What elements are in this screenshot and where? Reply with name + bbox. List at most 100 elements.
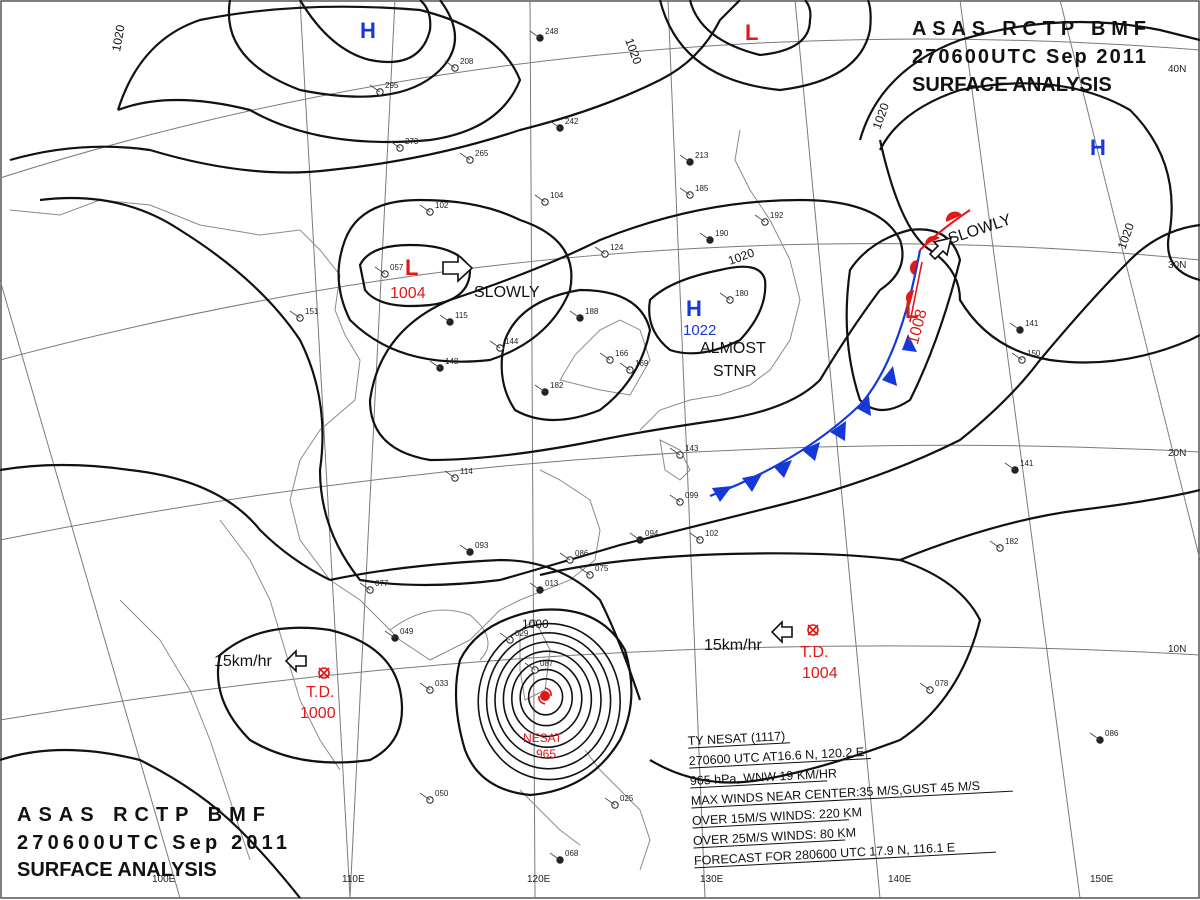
typhoon-info-line: OVER 15M/S WINDS: 220 KM	[692, 805, 863, 828]
station-value: 114	[460, 467, 473, 476]
station-value: 077	[375, 579, 389, 588]
lat-label: 20N	[1168, 448, 1186, 459]
station-plot-icon: 093	[459, 541, 489, 556]
station-value: 141	[1020, 459, 1034, 468]
motion-arrow-icon	[442, 253, 474, 283]
typhoon-ring	[477, 622, 622, 781]
station-plot-icon: 213	[679, 151, 709, 166]
station-value: 094	[645, 529, 659, 538]
station-value: 025	[620, 794, 634, 803]
typhoon-pressure: 965	[536, 747, 556, 761]
station-plot-icon: 141	[1004, 459, 1034, 474]
header-line: SURFACE ANALYSIS	[17, 859, 217, 881]
header-line: 270600UTC Sep 2011	[17, 832, 287, 854]
station-plot-icon: 143	[669, 444, 699, 459]
motion-label: SLOWLY	[474, 284, 540, 301]
station-plot-icon: 094	[629, 529, 659, 544]
lon-label: 110E	[342, 874, 365, 885]
station-plot-icon: 265	[459, 149, 489, 164]
header-top: ASAS RCTP BMF 270600UTC Sep 2011 SURFACE…	[912, 18, 1146, 96]
lon-label: 100E	[152, 874, 176, 885]
low-pressure-icon: L	[405, 255, 418, 280]
td-label: T.D.	[306, 684, 334, 701]
typhoon-symbol-icon	[538, 687, 552, 705]
station-plot-icon: 148	[429, 357, 459, 372]
station-plot-icon: 169	[619, 359, 649, 374]
station-plot-icon: 180	[719, 289, 749, 304]
station-plot-icon: 029	[499, 629, 529, 644]
station-value: 050	[435, 789, 449, 798]
station-value: 057	[390, 263, 404, 272]
lon-label: 140E	[888, 874, 912, 885]
typhoon-info-line: 270600 UTC AT16.6 N, 120.2 E	[688, 745, 864, 768]
station-plot-icon: 033	[419, 679, 449, 694]
station-value: 192	[770, 211, 784, 220]
header-line: ASAS RCTP BMF	[912, 18, 1146, 40]
lon-label: 120E	[527, 874, 551, 885]
station-plot-icon: 166	[599, 349, 629, 364]
station-value: 078	[935, 679, 949, 688]
station-value: 029	[515, 629, 529, 638]
occluded-segment	[909, 261, 923, 323]
pressure-value: 1004	[802, 665, 838, 682]
station-plot-icon: 104	[534, 191, 564, 206]
warm-front-icon	[905, 211, 962, 305]
station-value: 185	[695, 184, 709, 193]
lon-label: 130E	[700, 874, 724, 885]
td-label: T.D.	[800, 644, 828, 661]
station-value: 086	[575, 549, 589, 558]
station-plot-icon: 141	[1009, 319, 1039, 334]
pressure-systems: H L H L 1004 SLOWLY H 1022 ALMOST STNR L…	[214, 18, 1106, 761]
station-plot-icon: 124	[594, 243, 624, 258]
station-value: 093	[475, 541, 489, 550]
motion-arrow-icon	[770, 620, 793, 644]
station-value: 265	[475, 149, 489, 158]
station-value: 148	[445, 357, 459, 366]
station-plot-icon: 151	[289, 307, 319, 322]
station-plot-icon: 078	[919, 679, 949, 694]
isobar-label: 1020	[726, 245, 756, 267]
pressure-value: 1004	[390, 285, 426, 302]
station-plot-icon: 049	[384, 627, 414, 642]
typhoon-ring	[494, 641, 602, 759]
station-value: 213	[695, 151, 709, 160]
station-plot-icon: 242	[549, 117, 579, 132]
station-plot-icon: 057	[374, 263, 404, 278]
isobar-labels: 1020 1020 1020 1020 1020 1000	[109, 23, 1137, 631]
station-value: 180	[735, 289, 749, 298]
station-plot-icon: 248	[529, 27, 559, 42]
station-plot-icon: 188	[569, 307, 599, 322]
station-value: 124	[610, 243, 624, 252]
station-plot-icon: 025	[604, 794, 634, 809]
low-pressure-icon: L	[905, 298, 918, 323]
high-pressure-icon: H	[1090, 135, 1106, 160]
station-plot-icon: 013	[529, 579, 559, 594]
station-plot-icon: 075	[579, 564, 609, 579]
station-value: 182	[550, 381, 564, 390]
station-value: 075	[595, 564, 609, 573]
station-plot-icon: 192	[754, 211, 784, 226]
warm-front-line	[919, 209, 971, 251]
station-plot-icon: 086	[559, 549, 589, 564]
station-plot-icon: 150	[1011, 349, 1041, 364]
typhoon-isobars	[477, 622, 622, 781]
station-plot-icon: 190	[699, 229, 729, 244]
station-plot-icon: 114	[444, 467, 473, 482]
lat-label: 40N	[1168, 64, 1186, 75]
station-value: 068	[565, 849, 579, 858]
tropical-depression-icon	[807, 624, 819, 636]
low-pressure-icon: L	[745, 20, 758, 45]
station-plot-icon: 102	[419, 201, 449, 216]
motion-label: STNR	[713, 363, 757, 380]
cold-front	[709, 249, 922, 502]
high-pressure-icon: H	[360, 18, 376, 43]
grid-labels: 40N 30N 20N 10N 100E 110E 120E 130E 140E…	[152, 64, 1186, 885]
station-value: 169	[635, 359, 649, 368]
station-value: 115	[455, 311, 468, 320]
typhoon-info-line: OVER 25M/S WINDS: 80 KM	[693, 825, 857, 848]
station-value: 182	[1005, 537, 1019, 546]
